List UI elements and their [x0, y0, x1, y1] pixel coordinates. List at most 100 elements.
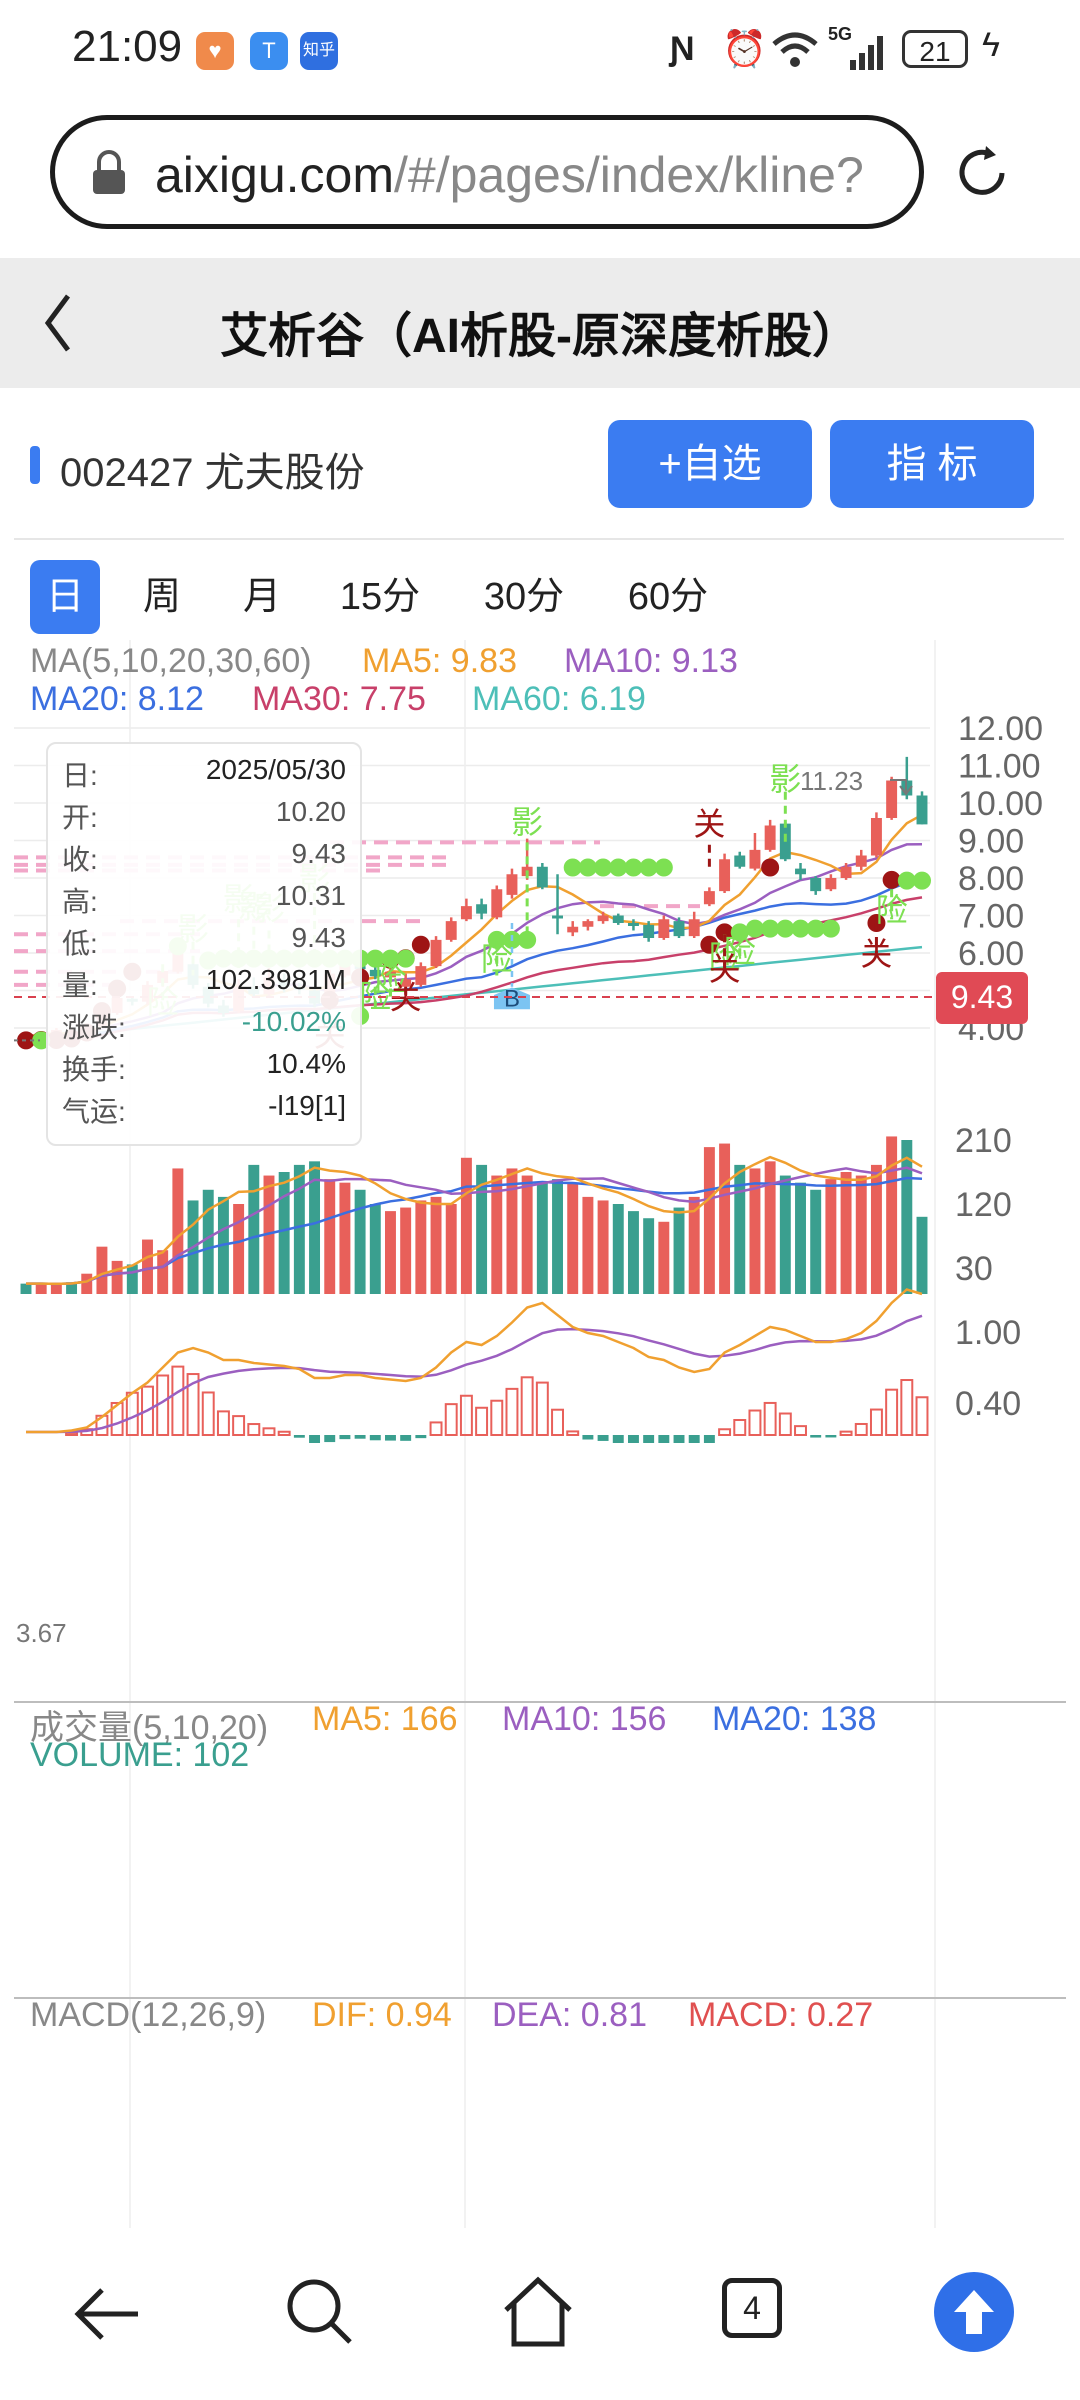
tab-15min[interactable]: 15分	[339, 576, 421, 618]
signal-dot-green	[776, 919, 795, 938]
tabs-button[interactable]: 4	[722, 2278, 782, 2338]
info-key: 高:	[62, 886, 98, 917]
volume-bar	[795, 1182, 806, 1294]
back-arrow-icon[interactable]	[38, 288, 78, 358]
signal-dot-green	[897, 871, 916, 890]
macd-bar	[490, 1399, 504, 1436]
volume-bar	[673, 1207, 685, 1294]
macd-bar	[400, 1435, 412, 1441]
battery-icon: 21	[902, 30, 968, 68]
info-value: -10.02%	[241, 1006, 346, 1037]
signal-dot-green	[594, 858, 613, 877]
macd-bar	[415, 1435, 427, 1439]
volume-ma5-legend: MA5: 166	[312, 1700, 458, 1738]
url-text[interactable]: aixigu.com/#/pages/index/kline?	[155, 147, 864, 203]
volume-bar	[901, 1140, 913, 1294]
macd-bar	[778, 1412, 792, 1437]
ma10-legend: MA10: 9.13	[564, 642, 738, 680]
macd-bar	[582, 1435, 594, 1440]
info-key: 低:	[62, 928, 98, 959]
ma60-legend: MA60: 6.19	[472, 680, 646, 718]
info-row: 量: 102.3981M	[62, 964, 346, 1004]
info-row: 高: 10.31	[62, 880, 346, 920]
high-label: 11.23	[800, 766, 863, 796]
stock-accent-bar	[30, 446, 40, 484]
xian-label: 险	[374, 962, 406, 998]
volume-bar	[126, 1264, 138, 1294]
price-axis-label: 6.00	[958, 935, 1024, 973]
tab-month[interactable]: 月	[242, 576, 281, 618]
macd-bar	[125, 1391, 139, 1437]
indicator-button[interactable]: 指 标	[830, 420, 1034, 508]
reload-icon[interactable]	[950, 140, 1016, 206]
address-bar[interactable]: aixigu.com/#/pages/index/kline?	[50, 115, 924, 229]
home-icon[interactable]	[498, 2272, 578, 2352]
info-key: 日:	[62, 760, 98, 791]
back-icon[interactable]	[70, 2276, 146, 2352]
volume-bar	[916, 1216, 928, 1294]
signal-dot-green	[563, 858, 582, 877]
page-title: 艾析谷（AI析股-原深度析股）	[220, 310, 860, 363]
buy-label: B	[504, 986, 520, 1013]
signal-dot-green	[578, 858, 597, 877]
ma-legend-label: MA(5,10,20,30,60)	[30, 642, 312, 680]
charging-icon: ϟ	[982, 26, 1000, 64]
candle-body	[369, 969, 381, 977]
macd-bar	[475, 1406, 489, 1436]
stock-name: 002427 尤夫股份	[60, 451, 365, 495]
signal-dot-green	[609, 858, 628, 877]
zhihu-icon: 知乎	[300, 32, 338, 70]
volume-bar	[233, 1204, 245, 1294]
volume-legend: VOLUME: 102	[30, 1736, 250, 1774]
macd-bar	[186, 1373, 200, 1437]
info-row: 换手: 10.4%	[62, 1048, 346, 1088]
volume-bar	[157, 1250, 169, 1294]
wifi-icon	[772, 32, 818, 67]
search-icon[interactable]	[282, 2274, 358, 2350]
volume-bar	[369, 1204, 381, 1294]
tab-60min[interactable]: 60分	[627, 576, 709, 618]
volume-bar	[536, 1182, 548, 1294]
volume-bar	[719, 1143, 731, 1294]
xian-label: 险	[481, 941, 513, 977]
tab-30min[interactable]: 30分	[483, 576, 565, 618]
volume-bar	[96, 1246, 108, 1294]
volume-bar	[764, 1161, 776, 1294]
volume-bar	[385, 1211, 396, 1294]
signal-dot-green	[366, 949, 385, 968]
signal-dot-red	[411, 935, 430, 954]
price-axis-label: 10.00	[958, 785, 1043, 823]
scroll-top-icon[interactable]	[932, 2270, 1016, 2354]
candle-body	[916, 795, 928, 825]
add-watchlist-button[interactable]: +自选	[608, 420, 812, 508]
info-value: 2025/05/30	[205, 754, 346, 785]
tab-week[interactable]: 周	[142, 576, 181, 618]
volume-bar	[81, 1273, 93, 1294]
price-axis-label: 7.00	[958, 898, 1024, 936]
candle-body	[430, 939, 442, 967]
info-row: 涨跌: -10.02%	[62, 1006, 346, 1046]
volume-bar	[552, 1179, 563, 1294]
tab-day[interactable]: 日	[30, 560, 100, 634]
candle-body	[567, 926, 579, 933]
macd-bar	[277, 1430, 291, 1436]
nfc-icon: Ɲ	[670, 30, 695, 68]
macd-bar	[110, 1401, 124, 1436]
signal-dot-green	[487, 930, 506, 949]
status-time: 21:09	[72, 22, 183, 71]
xian-label: 险	[709, 939, 741, 975]
signal-dot-red	[882, 870, 901, 889]
ma20-legend: MA20: 8.12	[30, 680, 204, 718]
price-axis-label: 9.00	[958, 823, 1024, 861]
volume-bar	[870, 1164, 882, 1294]
volume-bar	[309, 1161, 321, 1294]
volume-bar	[627, 1211, 639, 1294]
price-axis-label: 12.00	[958, 710, 1043, 748]
xian-label: 险	[724, 933, 756, 969]
volume-bar	[779, 1175, 791, 1294]
macd-bar	[520, 1376, 534, 1436]
volume-bar	[612, 1204, 624, 1294]
volume-bar	[35, 1283, 47, 1294]
xian-label: 险	[876, 892, 908, 928]
volume-bar	[324, 1179, 336, 1294]
